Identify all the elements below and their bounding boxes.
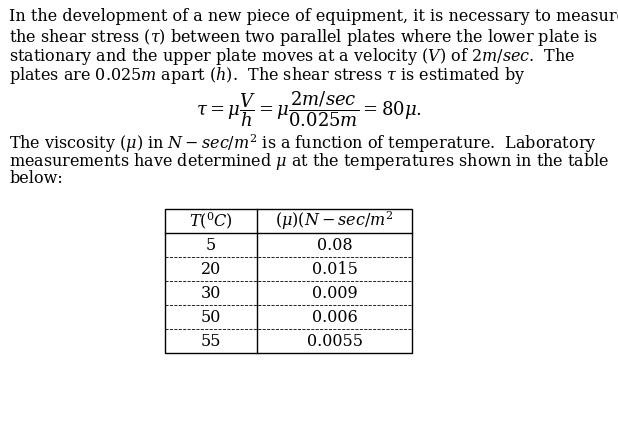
Text: $T(^{0}C)$: $T(^{0}C)$ [189, 211, 233, 232]
Text: below:: below: [9, 170, 63, 187]
Text: the shear stress ($\tau$) between two parallel plates where the lower plate is: the shear stress ($\tau$) between two pa… [9, 27, 598, 48]
Text: plates are $0.025m$ apart ($h$).  The shear stress $\tau$ is estimated by: plates are $0.025m$ apart ($h$). The she… [9, 65, 525, 86]
Text: 55: 55 [201, 332, 221, 349]
Text: 50: 50 [201, 309, 221, 326]
Text: measurements have determined $\mu$ at the temperatures shown in the table: measurements have determined $\mu$ at th… [9, 151, 609, 172]
Text: 0.009: 0.009 [311, 285, 357, 301]
Text: stationary and the upper plate moves at a velocity ($V$) of $2m/sec$.  The: stationary and the upper plate moves at … [9, 46, 575, 67]
Text: The viscosity ($\mu$) in $N - sec/m^2$ is a function of temperature.  Laboratory: The viscosity ($\mu$) in $N - sec/m^2$ i… [9, 132, 596, 155]
Text: 20: 20 [201, 260, 221, 277]
Text: 5: 5 [206, 237, 216, 254]
Text: 0.015: 0.015 [311, 260, 357, 277]
Bar [165, 209, 412, 353]
Text: In the development of a new piece of equipment, it is necessary to measure: In the development of a new piece of equ… [9, 8, 618, 25]
Text: 0.08: 0.08 [316, 237, 352, 254]
Text: $(\mu)(N - sec/m^2$: $(\mu)(N - sec/m^2$ [275, 209, 394, 232]
Text: 30: 30 [201, 285, 221, 301]
Text: 0.0055: 0.0055 [307, 332, 363, 349]
Text: 0.006: 0.006 [311, 309, 357, 326]
Text: $\tau = \mu\dfrac{V}{h} = \mu\dfrac{2m/sec}{0.025m} = 80\mu.$: $\tau = \mu\dfrac{V}{h} = \mu\dfrac{2m/s… [196, 89, 422, 129]
